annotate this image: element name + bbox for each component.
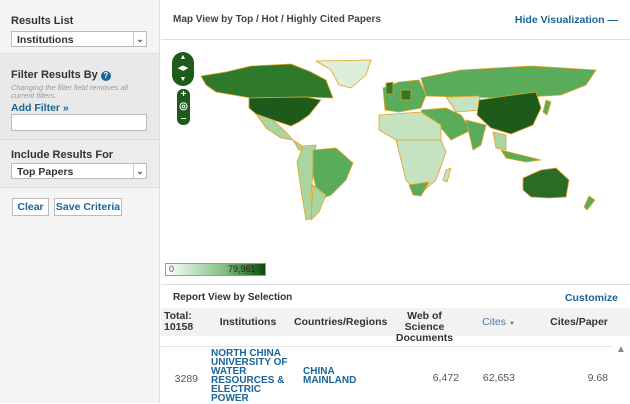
region-madagascar <box>442 167 452 183</box>
region-japan <box>542 99 552 116</box>
region-south-africa <box>408 181 430 197</box>
row-cites-per-paper: 9.68 <box>587 372 608 384</box>
map-zoom-control: + ◎ – <box>177 89 190 125</box>
pan-up-icon[interactable]: ▲ <box>179 54 187 61</box>
add-filter-link[interactable]: Add Filter » <box>11 102 69 114</box>
filter-label: Filter Results By ? <box>11 69 111 81</box>
region-canada <box>200 63 334 99</box>
scroll-up-icon[interactable]: ▲ <box>616 344 626 355</box>
col-cites[interactable]: Cites ▼ <box>482 316 515 328</box>
row-rank: 3289 <box>174 373 198 385</box>
row-cites: 62,653 <box>482 372 515 384</box>
region-africa-south <box>395 139 447 196</box>
save-criteria-button[interactable]: Save Criteria <box>54 198 122 216</box>
main-panel: Map View by Top / Hot / Highly Cited Pap… <box>161 0 630 404</box>
minus-icon: — <box>607 14 619 26</box>
region-greenland <box>315 59 372 89</box>
col-cites-per-paper[interactable]: Cites/Paper <box>550 316 608 328</box>
sort-desc-icon: ▼ <box>508 321 515 327</box>
report-title: Report View by Selection <box>173 292 293 303</box>
table-row: 3289 NORTH CHINA UNIVERSITY OF WATER RES… <box>161 346 613 404</box>
col-institutions[interactable]: Institutions <box>219 316 277 328</box>
map-legend: 0 79,961 <box>165 263 266 276</box>
region-new-zealand <box>583 195 596 211</box>
results-list-section: Results List <box>0 0 159 52</box>
sidebar: Results List Institutions ⌄ Filter Resul… <box>0 0 160 403</box>
map-title: Map View by Top / Hot / Highly Cited Pap… <box>173 14 381 25</box>
include-label: Include Results For <box>11 149 114 161</box>
filter-note: Changing the filter field removes all cu… <box>11 83 129 100</box>
total-label: Total: <box>164 310 192 322</box>
hide-visualization-link[interactable]: Hide Visualization — <box>514 14 619 26</box>
legend-max: 79,961 <box>228 264 256 274</box>
world-map[interactable] <box>161 40 630 285</box>
region-germany <box>400 89 412 101</box>
include-select[interactable]: Top Papers ⌄ <box>11 163 147 179</box>
col-countries[interactable]: Countries/Regions <box>294 316 388 328</box>
region-australia <box>522 167 570 199</box>
region-uk <box>385 81 394 95</box>
region-india <box>465 119 487 151</box>
pan-down-icon[interactable]: ▼ <box>179 76 187 83</box>
col-wos-documents[interactable]: Web of Science Documents <box>395 310 454 344</box>
include-value: Top Papers <box>17 166 74 178</box>
row-wos: 6,472 <box>432 372 459 384</box>
filter-input[interactable] <box>11 114 147 131</box>
region-argentina <box>310 184 327 221</box>
country-link[interactable]: CHINA MAINLAND <box>303 366 357 386</box>
legend-min: 0 <box>169 264 175 274</box>
filter-section: Filter Results By ? Changing the filter … <box>0 53 159 139</box>
map-pan-control[interactable]: ▲ ◀▶ ▼ <box>172 52 194 86</box>
results-list-value: Institutions <box>17 34 74 46</box>
institution-link[interactable]: NORTH CHINA UNIVERSITY OF WATER RESOURCE… <box>211 348 288 404</box>
region-usa <box>248 96 322 127</box>
pan-left-right-icon[interactable]: ◀▶ <box>177 65 189 72</box>
region-russia <box>420 65 597 99</box>
customize-link[interactable]: Customize <box>564 292 618 304</box>
zoom-out-icon[interactable]: – <box>180 113 187 124</box>
scrollbar[interactable]: ▲ <box>614 344 630 403</box>
chevron-down-icon: ⌄ <box>133 32 146 46</box>
chevron-down-icon: ⌄ <box>133 164 146 178</box>
results-list-label: Results List <box>11 15 74 27</box>
help-icon[interactable]: ? <box>100 71 111 81</box>
region-southeast-asia <box>492 131 507 151</box>
results-list-select[interactable]: Institutions ⌄ <box>11 31 147 47</box>
globe-icon[interactable]: ◎ <box>179 101 188 112</box>
total-value: 10158 <box>164 321 194 333</box>
region-brazil <box>312 147 354 201</box>
region-indonesia <box>500 149 542 163</box>
zoom-in-icon[interactable]: + <box>180 89 187 100</box>
clear-button[interactable]: Clear <box>12 198 49 216</box>
region-china <box>476 91 542 135</box>
table-header: Total: 10158 Institutions Countries/Regio… <box>161 308 630 344</box>
